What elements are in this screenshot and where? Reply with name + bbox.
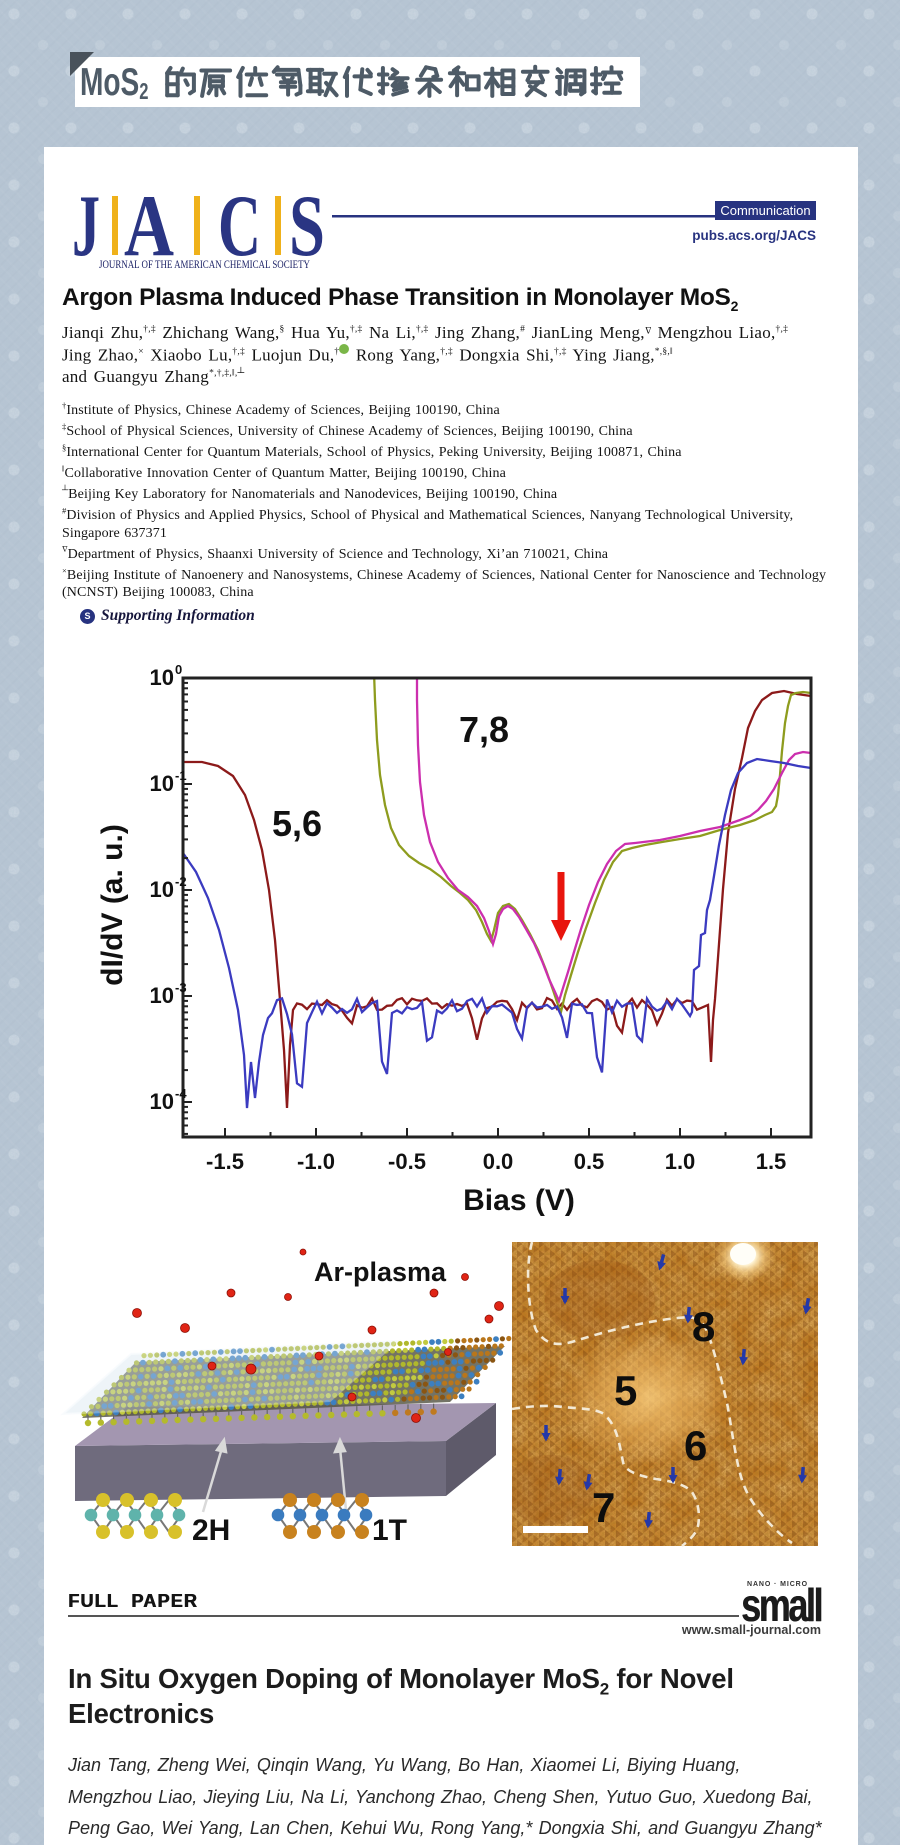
svg-text:-4: -4 <box>175 1086 187 1101</box>
svg-text:10: 10 <box>150 983 174 1008</box>
svg-text:JOURNAL OF THE AMERICAN CHEMIC: JOURNAL OF THE AMERICAN CHEMICAL SOCIETY <box>99 259 311 271</box>
svg-text:1.5: 1.5 <box>756 1149 787 1174</box>
svg-text:-0.5: -0.5 <box>388 1149 426 1174</box>
svg-text:0.0: 0.0 <box>483 1149 514 1174</box>
svg-text:S: S <box>289 178 325 275</box>
svg-text:7,8: 7,8 <box>459 709 509 750</box>
svg-text:Ar-plasma: Ar-plasma <box>314 1257 447 1287</box>
svg-text:5: 5 <box>614 1367 637 1414</box>
svg-text:J: J <box>72 178 100 275</box>
svg-text:6: 6 <box>684 1422 707 1469</box>
svg-text:A: A <box>124 178 174 275</box>
svg-text:10: 10 <box>150 1089 174 1114</box>
svg-text:10: 10 <box>150 665 174 690</box>
svg-text:0.5: 0.5 <box>574 1149 605 1174</box>
svg-text:10: 10 <box>150 771 174 796</box>
svg-text:1.0: 1.0 <box>665 1149 696 1174</box>
svg-text:-2: -2 <box>175 874 187 889</box>
svg-text:-1: -1 <box>175 768 187 783</box>
svg-text:7: 7 <box>592 1484 615 1531</box>
svg-text:0: 0 <box>175 662 182 677</box>
svg-text:dI/dV (a. u.): dI/dV (a. u.) <box>96 824 129 986</box>
svg-text:5,6: 5,6 <box>272 803 322 844</box>
svg-text:-1.0: -1.0 <box>297 1149 335 1174</box>
svg-text:-3: -3 <box>175 980 187 995</box>
svg-text:2H: 2H <box>192 1514 230 1547</box>
svg-text:Bias (V): Bias (V) <box>463 1184 575 1217</box>
svg-text:1T: 1T <box>372 1514 407 1547</box>
svg-text:8: 8 <box>692 1303 715 1350</box>
svg-text:C: C <box>218 178 261 275</box>
svg-text:10: 10 <box>150 877 174 902</box>
svg-text:-1.5: -1.5 <box>206 1149 244 1174</box>
